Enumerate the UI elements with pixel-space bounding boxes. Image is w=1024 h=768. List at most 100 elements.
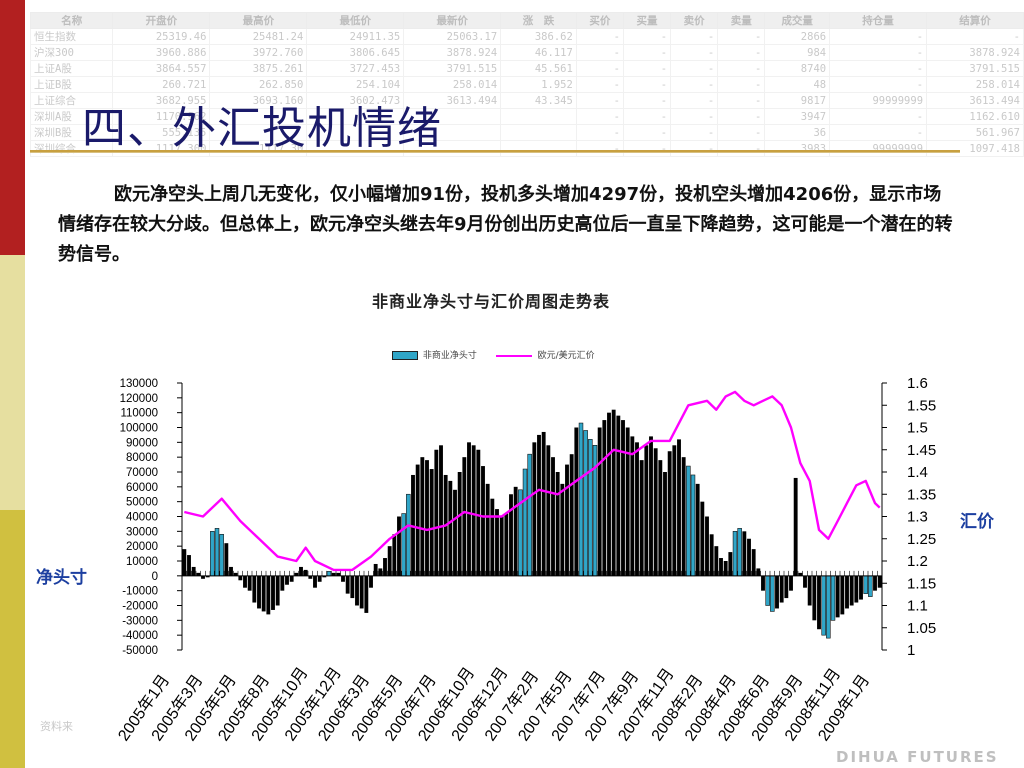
y-right-tick-label: 1.1: [907, 598, 928, 615]
net-position-bar: [663, 472, 667, 576]
quote-table-body: 恒生指数 25319.46 25481.24 24911.35 25063.17 386.…: [29, 28, 1024, 157]
quote-table-header-cell: 涨 跌: [500, 12, 577, 29]
y-left-tick-label: 70000: [126, 467, 158, 479]
quote-table-row: 恒生指数 25319.46 25481.24 24911.35 25063.17 386.…: [29, 28, 1024, 45]
net-position-bar: [406, 493, 411, 577]
legend-line-label: 欧元/美元汇价: [537, 351, 595, 361]
net-position-bar: [378, 568, 383, 576]
y-axis-left-label: 净头寸: [36, 568, 87, 588]
net-position-bar: [527, 453, 532, 577]
net-position-bar: [289, 575, 294, 582]
net-position-bar: [448, 480, 453, 576]
net-position-bar: [686, 465, 691, 577]
y-left-tick-label: 40000: [126, 512, 158, 524]
net-position-bar: [252, 575, 257, 603]
quote-table-row: 上证B股 260.721 262.850 254.104 258.014 1.952- - -…: [29, 76, 1024, 93]
net-position-bar: [233, 572, 238, 576]
quote-table-cell: 3613.494: [926, 92, 1024, 109]
net-position-bar: [779, 575, 784, 603]
quote-table-header-cell: 最新价: [403, 12, 502, 29]
quote-table-cell: 258.014: [403, 76, 502, 93]
quote-table-cell: -: [926, 28, 1024, 45]
quote-table-cell: 3791.515: [926, 60, 1024, 77]
net-position-bar: [425, 460, 429, 576]
net-position-bar: [597, 427, 602, 576]
net-position-bar: [313, 575, 317, 588]
net-position-bar: [588, 439, 593, 577]
net-position-bar: [509, 494, 513, 576]
net-position-bar: [373, 563, 378, 576]
net-position-bar: [705, 516, 709, 576]
net-position-bar: [341, 575, 345, 582]
y-right-tick-label: 1.05: [907, 620, 936, 637]
net-position-bar: [826, 575, 831, 639]
net-position-bar: [690, 474, 696, 577]
net-position-bar: [677, 439, 681, 576]
net-position-bar: [471, 445, 476, 576]
quote-table-cell: 3791.515: [403, 60, 502, 77]
net-position-bar: [369, 575, 373, 588]
net-position-bar: [747, 538, 751, 576]
net-position-bar: [299, 566, 303, 576]
quote-table-cell: 3864.557: [112, 60, 211, 77]
net-position-bar: [182, 549, 187, 576]
quote-table-cell: 3878.924: [403, 44, 502, 61]
net-position-bar: [630, 436, 635, 576]
quote-table-cell: 254.104: [306, 76, 405, 93]
y-left-tick-label: 10000: [126, 556, 158, 568]
net-position-bar: [565, 464, 569, 576]
net-position-bar: [383, 558, 387, 576]
net-position-bar: [275, 575, 280, 606]
net-position-bar: [238, 575, 243, 581]
net-position-bar: [714, 546, 719, 576]
net-position-bar: [490, 498, 495, 576]
y-left-tick-label: -30000: [122, 615, 158, 627]
net-position-bar: [219, 533, 224, 577]
quote-table-header-cell: 买量: [622, 12, 672, 29]
title-divider: [30, 150, 960, 153]
net-position-bar: [336, 572, 341, 576]
net-position-bar: [266, 575, 271, 615]
net-position-bar: [243, 575, 247, 588]
y-left-tick-label: 120000: [120, 393, 158, 405]
net-position-bar: [481, 466, 485, 576]
net-position-bar: [191, 566, 196, 576]
slide-title: 四、外汇投机情绪: [82, 103, 442, 154]
y-left-tick-label: 110000: [120, 408, 158, 420]
quote-table-header-cell: 卖价: [670, 12, 719, 29]
net-position-bar: [789, 575, 793, 591]
quote-table-cell: 3693.160: [209, 92, 308, 109]
net-position-bar: [522, 468, 528, 577]
net-position-bar: [261, 575, 266, 612]
net-position-bar: [560, 483, 565, 576]
net-position-bar: [709, 534, 714, 576]
background-quote-table: 名称 开盘价 最高价 最低价 最新价涨 跌买价 买量 卖价 卖量 成交量 持仓量 结算价 恒生指数 2…: [29, 12, 1024, 157]
net-position-bar: [308, 575, 313, 579]
net-position-bar: [849, 575, 854, 606]
net-position-bar: [214, 528, 220, 577]
net-position-bar: [504, 513, 509, 576]
y-left-tick-label: 100000: [120, 423, 158, 435]
net-position-bar: [462, 457, 467, 576]
y-right-tick-label: 1: [907, 642, 915, 659]
net-position-bar: [401, 513, 406, 577]
y-left-tick-label: 60000: [126, 482, 158, 494]
y-right-tick-label: 1.5: [907, 420, 928, 437]
net-position-bar: [415, 464, 420, 576]
y-left-tick-label: 130000: [120, 378, 158, 390]
net-position-bar: [355, 575, 359, 606]
net-position-bar: [551, 457, 555, 576]
net-position-bar: [602, 420, 607, 576]
net-position-bar: [625, 427, 630, 576]
net-position-bar: [546, 445, 551, 576]
net-position-bar: [201, 575, 205, 579]
net-position-bar: [280, 575, 285, 591]
quote-table-header-cell: 持仓量: [829, 12, 928, 29]
net-position-bar: [331, 572, 336, 576]
quote-table-cell: 25319.46: [112, 28, 211, 45]
net-position-bar: [658, 460, 663, 576]
net-position-bar: [732, 531, 738, 577]
net-position-bar: [845, 575, 849, 609]
net-position-bar: [457, 472, 462, 576]
